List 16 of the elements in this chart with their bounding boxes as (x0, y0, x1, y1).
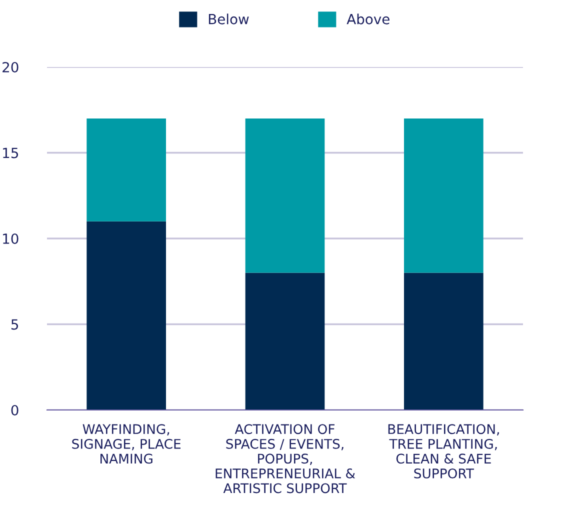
y-tick-label: 5 (11, 319, 18, 330)
legend-label: Above (346, 14, 390, 24)
x-tick-label: WAYFINDING, SIGNAGE, PLACE NAMING (72, 424, 181, 464)
bar (86, 221, 166, 410)
bar (404, 272, 484, 410)
y-tick-label: 20 (2, 62, 18, 72)
bar (86, 118, 166, 222)
bar (245, 272, 325, 410)
legend-label: Below (208, 14, 249, 24)
y-tick-label: 10 (3, 233, 18, 244)
bar (245, 118, 325, 273)
bar (404, 118, 484, 273)
y-tick-label: 15 (3, 148, 18, 158)
x-tick-label: ACTIVATION OF SPACES / EVENTS, POPUPS, ENTREPRENEURIAL & ARTISTIC SUPPORT (216, 424, 356, 494)
x-tick-label: BEAUTIFICATION, TREE PLANTING, CLEAN & SAFE SUPPORT (388, 424, 499, 478)
y-tick-label: 0 (11, 404, 18, 416)
